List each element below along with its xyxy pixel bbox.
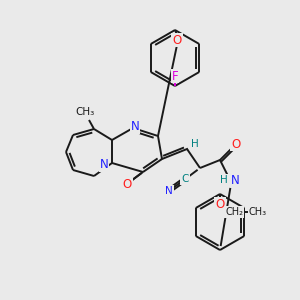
Text: N: N <box>130 121 140 134</box>
Text: O: O <box>122 178 132 190</box>
Text: CH₂: CH₂ <box>225 207 243 217</box>
Text: C: C <box>181 174 189 184</box>
Text: CH₃: CH₃ <box>75 107 94 117</box>
Text: H: H <box>191 139 199 149</box>
Text: O: O <box>231 137 241 151</box>
Text: O: O <box>172 34 182 46</box>
Text: N: N <box>165 186 173 196</box>
Text: CH₃: CH₃ <box>249 207 267 217</box>
Text: N: N <box>231 173 240 187</box>
Text: H: H <box>220 175 228 185</box>
Text: O: O <box>172 34 182 46</box>
Text: N: N <box>100 158 108 172</box>
Text: O: O <box>215 197 225 211</box>
Text: F: F <box>172 70 178 83</box>
